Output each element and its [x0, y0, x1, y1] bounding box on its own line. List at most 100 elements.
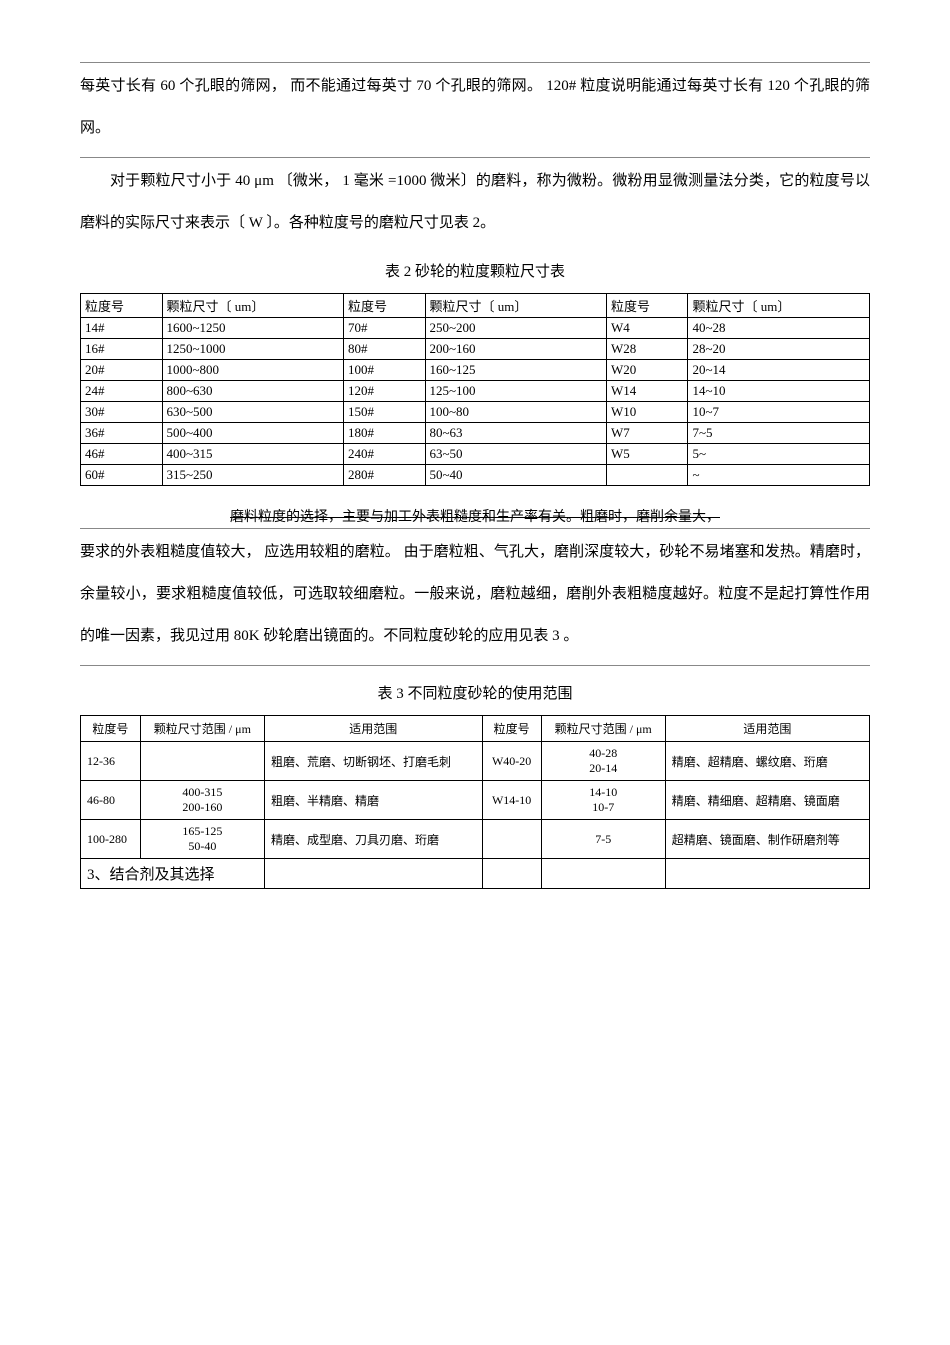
table-cell: 精磨、超精磨、螺纹磨、珩磨	[665, 742, 869, 781]
table1-header: 颗粒尺寸〔 um〕	[162, 294, 343, 318]
table-cell: W28	[606, 339, 688, 360]
section-3-heading: 3、结合剂及其选择	[87, 867, 215, 883]
table-row: 60#315~250280#50~40~	[81, 465, 870, 486]
empty-cell	[541, 859, 665, 889]
table2-header: 适用范围	[264, 716, 482, 742]
empty-cell	[665, 859, 869, 889]
table-cell: W14-10	[482, 781, 541, 820]
empty-cell	[482, 859, 541, 889]
top-rule	[80, 62, 870, 63]
table-cell: 14-10 10-7	[541, 781, 665, 820]
table-cell: 500~400	[162, 423, 343, 444]
strike-text: 磨料粒度的选择，主要与加工外表粗糙度和生产率有关。粗磨时，磨削余量大，	[230, 510, 720, 525]
table-cell: 60#	[81, 465, 163, 486]
table-cell: 精磨、成型磨、刀具刃磨、珩磨	[264, 820, 482, 859]
table-cell: 10~7	[688, 402, 870, 423]
table2-header: 粒度号	[482, 716, 541, 742]
table2-header: 适用范围	[665, 716, 869, 742]
table-cell: W40-20	[482, 742, 541, 781]
table2-footer-row: 3、结合剂及其选择	[81, 859, 870, 889]
table-row: 46-80400-315 200-160粗磨、半精磨、精磨W14-1014-10…	[81, 781, 870, 820]
table-cell: 100#	[343, 360, 425, 381]
table-cell: 1600~1250	[162, 318, 343, 339]
table-usage-range: 粒度号 颗粒尺寸范围 / μm 适用范围 粒度号 颗粒尺寸范围 / μm 适用范…	[80, 715, 870, 889]
table-cell: 240#	[343, 444, 425, 465]
table1-header: 粒度号	[343, 294, 425, 318]
table-row: 46#400~315240#63~50W55~	[81, 444, 870, 465]
table-cell: 50~40	[425, 465, 606, 486]
table-cell: W10	[606, 402, 688, 423]
table-cell: 400-315 200-160	[140, 781, 264, 820]
table-cell: 40~28	[688, 318, 870, 339]
table1-header-row: 粒度号 颗粒尺寸〔 um〕 粒度号 颗粒尺寸〔 um〕 粒度号 颗粒尺寸〔 um…	[81, 294, 870, 318]
table-cell: 800~630	[162, 381, 343, 402]
table2-header: 粒度号	[81, 716, 141, 742]
empty-cell	[264, 859, 482, 889]
table-cell: 粗磨、荒磨、切断钢坯、打磨毛刺	[264, 742, 482, 781]
table-cell: 180#	[343, 423, 425, 444]
table-cell: 30#	[81, 402, 163, 423]
table-cell: W7	[606, 423, 688, 444]
table-cell: 7~5	[688, 423, 870, 444]
table-cell: 250~200	[425, 318, 606, 339]
table-row: 12-36 粗磨、荒磨、切断钢坯、打磨毛刺W40-2040-28 20-14精磨、…	[81, 742, 870, 781]
table-cell	[606, 465, 688, 486]
table-cell: 150#	[343, 402, 425, 423]
table-cell: 200~160	[425, 339, 606, 360]
table-cell: 70#	[343, 318, 425, 339]
table-cell: 100-280	[81, 820, 141, 859]
table-cell	[140, 742, 264, 781]
table-cell: 粗磨、半精磨、精磨	[264, 781, 482, 820]
table-cell: 24#	[81, 381, 163, 402]
table-cell: 400~315	[162, 444, 343, 465]
table-cell: 36#	[81, 423, 163, 444]
paragraph-1: 每英寸长有 60 个孔眼的筛网， 而不能通过每英寸 70 个孔眼的筛网。 120…	[80, 65, 870, 149]
table-cell: 1000~800	[162, 360, 343, 381]
table-cell: 80~63	[425, 423, 606, 444]
table-cell: ~	[688, 465, 870, 486]
table-cell: 46#	[81, 444, 163, 465]
table2-header: 颗粒尺寸范围 / μm	[541, 716, 665, 742]
table-cell: 7-5	[541, 820, 665, 859]
table-cell: 315~250	[162, 465, 343, 486]
table-cell: 630~500	[162, 402, 343, 423]
table1-header: 粒度号	[606, 294, 688, 318]
table-cell: 超精磨、镜面磨、制作研磨剂等	[665, 820, 869, 859]
table-cell: 14~10	[688, 381, 870, 402]
table-cell: 14#	[81, 318, 163, 339]
paragraph-4: 要求的外表粗糙度值较大， 应选用较粗的磨粒。 由于磨粒粗、气孔大，磨削深度较大，…	[80, 531, 870, 657]
table-cell: 80#	[343, 339, 425, 360]
section-3-cell: 3、结合剂及其选择	[81, 859, 265, 889]
table-cell: 28~20	[688, 339, 870, 360]
table-cell: 125~100	[425, 381, 606, 402]
table-cell	[482, 820, 541, 859]
table-cell: 40-28 20-14	[541, 742, 665, 781]
table-cell: 46-80	[81, 781, 141, 820]
table2-header: 颗粒尺寸范围 / μm	[140, 716, 264, 742]
table-cell: 1250~1000	[162, 339, 343, 360]
strike-paragraph: 磨料粒度的选择，主要与加工外表粗糙度和生产率有关。粗磨时，磨削余量大，	[80, 506, 870, 526]
paragraph-2: 对于颗粒尺寸小于 40 μm 〔微米， 1 毫米 =1000 微米〕的磨料，称为…	[80, 160, 870, 244]
table-row: 30#630~500150#100~80W1010~7	[81, 402, 870, 423]
table1-header: 颗粒尺寸〔 um〕	[425, 294, 606, 318]
table-cell: W20	[606, 360, 688, 381]
table-row: 16#1250~100080#200~160W2828~20	[81, 339, 870, 360]
table-cell: 5~	[688, 444, 870, 465]
table-cell: W14	[606, 381, 688, 402]
table-cell: W4	[606, 318, 688, 339]
table-cell: 120#	[343, 381, 425, 402]
table-cell: 160~125	[425, 360, 606, 381]
table-row: 100-280165-125 50-40精磨、成型磨、刀具刃磨、珩磨7-5超精磨…	[81, 820, 870, 859]
table1-header: 粒度号	[81, 294, 163, 318]
mid-rule-1	[80, 157, 870, 158]
table-cell: 20#	[81, 360, 163, 381]
mid-rule-3	[80, 665, 870, 666]
table-cell: 100~80	[425, 402, 606, 423]
mid-rule-2	[80, 528, 870, 529]
table-cell: W5	[606, 444, 688, 465]
table-cell: 12-36	[81, 742, 141, 781]
table-row: 36#500~400180#80~63W77~5	[81, 423, 870, 444]
table-row: 24#800~630120#125~100W1414~10	[81, 381, 870, 402]
table-cell: 20~14	[688, 360, 870, 381]
table-row: 20#1000~800100#160~125W2020~14	[81, 360, 870, 381]
